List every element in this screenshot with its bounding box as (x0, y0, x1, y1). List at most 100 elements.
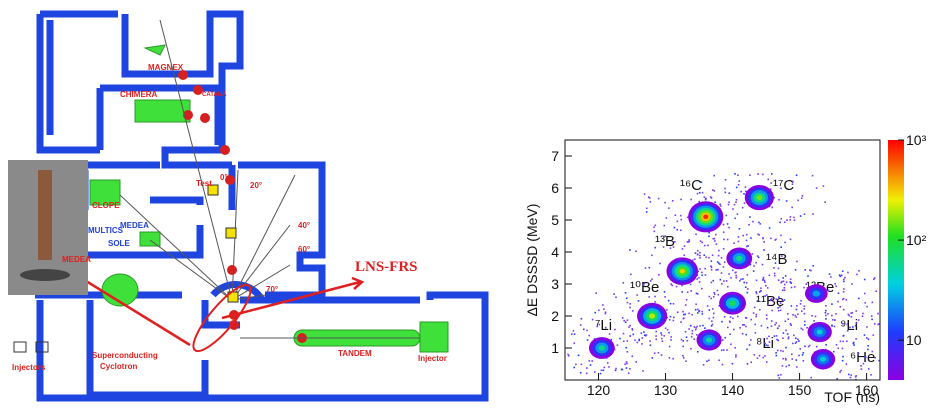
noise-dot (825, 315, 827, 317)
noise-dot (629, 325, 631, 327)
isotope-label: ⁷Li (595, 317, 612, 334)
noise-dot (790, 324, 792, 326)
noise-dot (766, 318, 768, 320)
noise-dot (827, 313, 829, 315)
noise-dot (777, 350, 779, 352)
noise-dot (764, 342, 766, 344)
noise-dot (673, 246, 675, 248)
noise-dot (594, 371, 596, 373)
noise-dot (745, 326, 747, 328)
noise-dot (803, 360, 805, 362)
noise-dot (792, 181, 794, 183)
noise-dot (750, 361, 752, 363)
noise-dot (704, 196, 706, 198)
noise-dot (589, 360, 591, 362)
noise-dot (724, 316, 726, 318)
label: 70° (266, 285, 278, 294)
noise-dot (874, 323, 876, 325)
noise-dot (785, 275, 787, 277)
noise-dot (649, 340, 651, 342)
noise-dot (849, 326, 851, 328)
noise-dot (844, 277, 846, 279)
noise-dot (713, 292, 715, 294)
noise-dot (813, 320, 815, 322)
noise-dot (795, 337, 797, 339)
noise-dot (658, 274, 660, 276)
noise-dot (710, 196, 712, 198)
noise-dot (704, 268, 706, 270)
noise-dot (701, 272, 703, 274)
noise-dot (740, 191, 742, 193)
noise-dot (762, 238, 764, 240)
noise-dot (594, 312, 596, 314)
y-axis-label: ΔE DSSSD (MeV) (524, 204, 540, 317)
noise-dot (747, 363, 749, 365)
figure: MAGNEX CHIMERA CATANA Test 0° 20° 40° 60… (0, 0, 928, 408)
noise-dot (776, 335, 778, 337)
noise-dot (720, 279, 722, 281)
noise-dot (666, 217, 668, 219)
noise-dot (705, 198, 707, 200)
noise-dot (658, 198, 660, 200)
noise-dot (842, 270, 844, 272)
noise-dot (670, 339, 672, 341)
noise-dot (861, 368, 863, 370)
noise-dot (630, 274, 632, 276)
histogram: ΔE DSSSD (MeV) TOF (ns) ¹⁶C ¹⁷C ¹³B ¹⁴B … (524, 132, 927, 405)
noise-dot (744, 202, 746, 204)
noise-dot (728, 273, 730, 275)
noise-dot (788, 364, 790, 366)
noise-dot (790, 278, 792, 280)
noise-dot (862, 313, 864, 315)
noise-dot (614, 329, 616, 331)
noise-dot (842, 356, 844, 358)
noise-dot (753, 265, 755, 267)
noise-dot (872, 302, 874, 304)
noise-dot (650, 344, 652, 346)
noise-dot (749, 174, 751, 176)
noise-dot (586, 373, 588, 375)
noise-dot (702, 192, 704, 194)
noise-dot (734, 173, 736, 175)
noise-dot (696, 278, 698, 280)
noise-dot (711, 260, 713, 262)
noise-dot (714, 240, 716, 242)
noise-dot (716, 243, 718, 245)
noise-dot (586, 330, 588, 332)
noise-dot (750, 237, 752, 239)
noise-dot (727, 327, 729, 329)
y-tick-label: 2 (551, 308, 559, 324)
noise-dot (803, 352, 805, 354)
noise-dot (776, 355, 778, 357)
noise-dot (723, 224, 725, 226)
noise-dot (713, 317, 715, 319)
noise-dot (765, 285, 767, 287)
noise-dot (726, 280, 728, 282)
noise-dot (839, 371, 841, 373)
noise-dot (695, 252, 697, 254)
noise-dot (799, 348, 801, 350)
noise-dot (687, 241, 689, 243)
noise-dot (796, 366, 798, 368)
noise-dot (704, 327, 706, 329)
noise-dot (664, 296, 666, 298)
noise-dot (600, 373, 602, 375)
noise-dot (742, 324, 744, 326)
noise-dot (664, 235, 666, 237)
noise-dot (700, 240, 702, 242)
noise-dot (840, 306, 842, 308)
noise-dot (714, 294, 716, 296)
noise-dot (843, 288, 845, 290)
noise-dot (699, 192, 701, 194)
noise-dot (626, 297, 628, 299)
noise-dot (767, 179, 769, 181)
noise-dot (752, 221, 754, 223)
noise-dot (748, 224, 750, 226)
noise-dot (836, 378, 838, 380)
noise-dot (791, 305, 793, 307)
noise-dot (728, 227, 730, 229)
noise-dot (685, 304, 687, 306)
noise-dot (746, 282, 748, 284)
noise-dot (851, 316, 853, 318)
noise-dot (683, 314, 685, 316)
